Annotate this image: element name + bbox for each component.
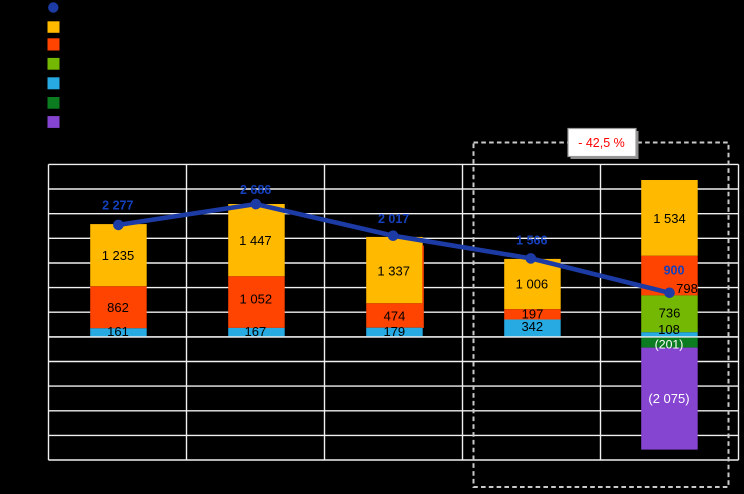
svg-text:342: 342 bbox=[521, 319, 543, 334]
svg-text:2 686: 2 686 bbox=[240, 183, 271, 197]
svg-text:1 566: 1 566 bbox=[516, 234, 547, 248]
svg-text:1 337: 1 337 bbox=[377, 264, 410, 279]
svg-text:900: 900 bbox=[664, 264, 685, 278]
svg-text:862: 862 bbox=[107, 300, 129, 315]
svg-text:736: 736 bbox=[659, 306, 681, 321]
svg-text:- 42,5 %: - 42,5 % bbox=[578, 136, 625, 150]
svg-text:2 277: 2 277 bbox=[102, 199, 133, 213]
svg-text:197: 197 bbox=[522, 307, 544, 322]
svg-text:2 017: 2 017 bbox=[378, 212, 409, 226]
svg-text:(2 075): (2 075) bbox=[648, 391, 689, 406]
svg-text:179: 179 bbox=[383, 324, 405, 339]
svg-text:1 447: 1 447 bbox=[239, 233, 272, 248]
svg-text:1 235: 1 235 bbox=[102, 248, 135, 263]
svg-text:1 052: 1 052 bbox=[240, 292, 273, 307]
svg-text:167: 167 bbox=[245, 324, 267, 339]
svg-text:161: 161 bbox=[107, 324, 129, 339]
svg-text:(201): (201) bbox=[655, 337, 684, 351]
svg-text:1 534: 1 534 bbox=[653, 211, 686, 226]
svg-text:474: 474 bbox=[384, 308, 406, 323]
svg-text:108: 108 bbox=[658, 322, 680, 337]
svg-text:1 006: 1 006 bbox=[516, 276, 549, 291]
svg-text:798: 798 bbox=[676, 281, 698, 296]
